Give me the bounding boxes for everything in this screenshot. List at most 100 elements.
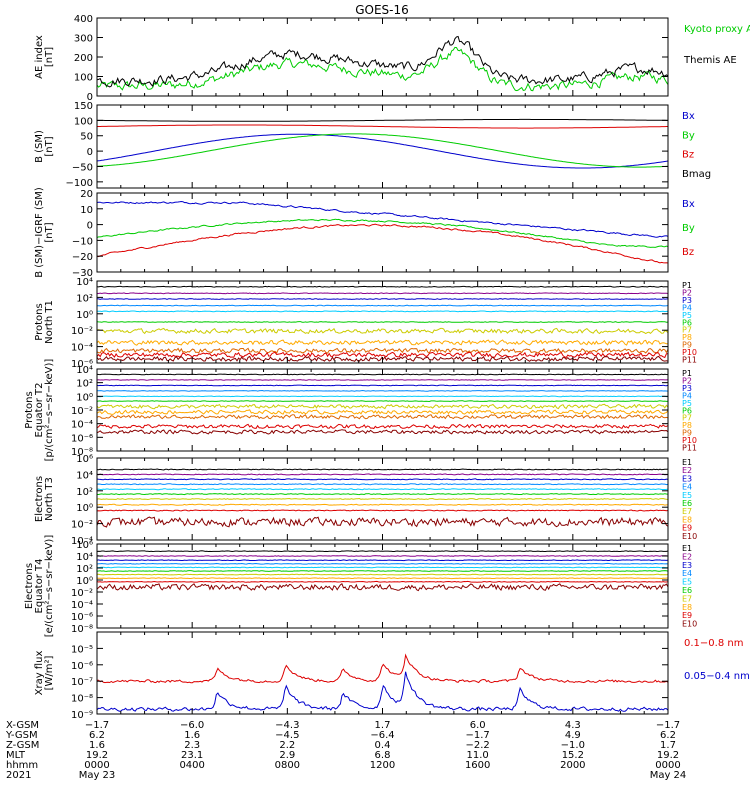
legend-entry: P3 (682, 384, 692, 393)
legend-entry: Kyoto proxy AE (684, 24, 750, 35)
legend-entry: By (682, 130, 695, 141)
x-row-label: Z-GSM (6, 740, 39, 751)
y-tick-label: 10⁻⁹ (71, 710, 93, 721)
y-tick-label: 100 (74, 73, 93, 84)
y-tick-label: 300 (74, 34, 93, 45)
y-tick-label: 10⁴ (76, 365, 93, 376)
y-tick-label: 10⁴ (76, 552, 93, 563)
legend-entry: Bz (682, 150, 694, 161)
x-row-value: −1.7 (466, 730, 490, 741)
y-tick-label: 10⁻² (71, 588, 93, 599)
x-row-value: −6.4 (370, 730, 394, 741)
x-row-value: 23.1 (181, 750, 203, 761)
legend-entry: P6 (682, 318, 692, 327)
panel-series (97, 118, 668, 169)
x-row-value: 2.2 (279, 740, 295, 751)
x-row-value: 6.2 (660, 730, 676, 741)
series-line (97, 124, 668, 129)
series-line (97, 339, 668, 346)
panel-series (97, 653, 668, 712)
legend-entry: P2 (682, 376, 692, 385)
legend-entry: Bx (682, 199, 695, 210)
x-row-value: −2.2 (466, 740, 490, 751)
series-line (97, 351, 668, 359)
y-tick-label: −100 (66, 178, 93, 189)
series-line (97, 403, 668, 410)
legend-entry: E2 (682, 552, 692, 561)
y-tick-label: 10⁰ (76, 392, 93, 403)
series-line (97, 577, 668, 580)
y-tick-label: 10⁻² (71, 520, 93, 531)
y-axis-label: Equator T2 (34, 383, 45, 438)
panel-3: −30 −20 −10 0 10 20 B (SM)−IGRF (SM) [nT] Bx By Bz (34, 187, 695, 279)
chart-title: GOES-16 (355, 3, 409, 17)
legend-entry: E2 (682, 466, 692, 475)
legend-entry: E6 (682, 586, 692, 595)
series-line (97, 516, 668, 528)
legend-entry: E4 (682, 483, 692, 492)
legend-entry: P4 (682, 303, 692, 312)
y-tick-label: 0 (87, 147, 93, 158)
y-axis-label: Equator T4 (34, 559, 45, 614)
y-tick-label: −20 (72, 252, 93, 263)
panel-frame (96, 631, 669, 715)
series-line (97, 298, 668, 301)
legend-entry: E8 (682, 515, 692, 524)
series-line (97, 503, 668, 506)
series-line (97, 379, 668, 381)
y-axis-label: [p/(cm²−s−sr−keV)] (44, 359, 55, 462)
x-row-value: 11.0 (467, 750, 489, 761)
series-line (97, 488, 668, 491)
panel-frame (96, 17, 669, 97)
legend-entry: P8 (682, 421, 692, 430)
series-line (97, 570, 668, 572)
series-line (97, 223, 668, 264)
series-line (97, 327, 668, 335)
x-row-value: 2.9 (279, 750, 295, 761)
legend-entry: E9 (682, 524, 692, 533)
y-tick-label: 0 (87, 92, 93, 103)
series-line (97, 559, 668, 562)
x-axis-rows: X-GSM −1.7 −6.0 −4.3 1.7 6.0 4.3 −1.7Y-GSM 6.2 1.… (5, 720, 686, 781)
panel-series (97, 373, 668, 435)
x-row-label: 2021 (6, 770, 31, 781)
y-tick-label: 0 (87, 221, 93, 232)
x-row-value: May 23 (79, 770, 116, 781)
legend-entry: P6 (682, 406, 692, 415)
y-axis-label: Electrons (24, 563, 35, 609)
series-line (97, 200, 668, 238)
legend-entry: E9 (682, 611, 692, 620)
series-line (97, 133, 668, 168)
series-line (97, 583, 668, 592)
legend-entry: E7 (682, 594, 692, 603)
series-line (97, 133, 668, 169)
legend-entry: P8 (682, 333, 692, 342)
y-tick-label: 10⁻⁴ (71, 536, 93, 547)
x-row-value: 0400 (179, 760, 204, 771)
series-line (97, 566, 668, 569)
x-row-value: 1200 (370, 760, 395, 771)
series-line (97, 550, 668, 553)
y-tick-label: −10 (72, 236, 93, 247)
x-row-label: X-GSM (6, 720, 39, 731)
x-row-value: −1.7 (85, 720, 109, 731)
legend-entry: P9 (682, 341, 692, 350)
y-axis-label: [W/m²] (44, 655, 55, 690)
x-row-value: 4.3 (565, 720, 581, 731)
y-tick-label: 20 (80, 189, 93, 200)
panel-frame (96, 104, 669, 189)
legend-entry: Bz (682, 247, 694, 258)
x-row-value: 0000 (84, 760, 109, 771)
y-tick-label: 10⁻⁸ (71, 624, 93, 635)
legend-entry: E3 (682, 474, 692, 483)
x-row-value: 0000 (655, 760, 680, 771)
panel-5: 10⁻⁸ 10⁻⁶ 10⁻⁴ 10⁻² 10⁰ 10² 10⁴ Protons Equator … (24, 359, 697, 462)
legend-entry: Themis AE (683, 55, 737, 66)
legend-entry: E6 (682, 499, 692, 508)
series-line (97, 671, 668, 712)
y-tick-label: 10⁰ (76, 503, 93, 514)
x-row-label: Y-GSM (5, 730, 38, 741)
